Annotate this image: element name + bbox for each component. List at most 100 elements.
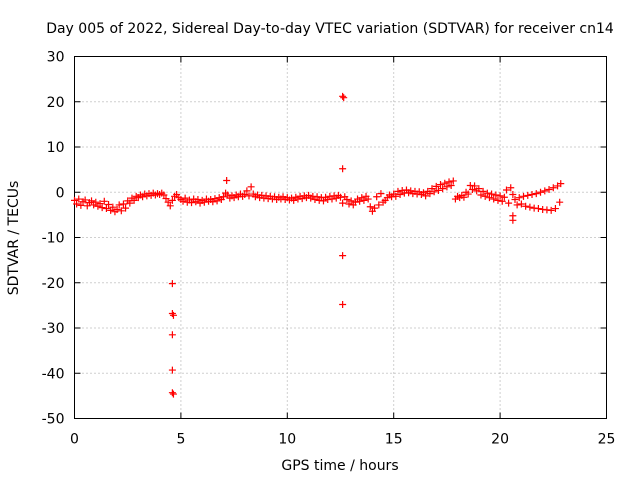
- data-point: [483, 189, 491, 197]
- data-point: [168, 196, 176, 204]
- data-point: [96, 200, 104, 208]
- data-point: [494, 196, 502, 204]
- data-point: [422, 192, 430, 200]
- data-point: [547, 206, 555, 214]
- y-tick-label: -30: [42, 321, 65, 337]
- data-point: [490, 195, 498, 203]
- data-point: [511, 195, 519, 203]
- data-point: [360, 196, 368, 204]
- y-tick-label: -50: [42, 412, 65, 428]
- data-point: [168, 331, 176, 339]
- data-point: [534, 205, 542, 213]
- x-tick-label: 20: [491, 432, 509, 448]
- y-tick-label: 10: [47, 140, 65, 156]
- data-point: [377, 190, 385, 198]
- data-point: [434, 186, 442, 194]
- x-tick-label: 25: [598, 432, 616, 448]
- data-point: [92, 198, 100, 206]
- data-point: [522, 202, 530, 210]
- x-tick-labels: 0 5 10 15 20 25: [70, 432, 615, 448]
- y-tick-label: 20: [47, 95, 65, 111]
- data-point: [339, 199, 347, 207]
- data-point: [340, 94, 348, 102]
- data-point: [373, 193, 381, 201]
- data-point: [126, 199, 134, 207]
- data-point: [347, 197, 355, 205]
- data-point: [509, 191, 517, 199]
- data-point: [245, 192, 253, 200]
- data-point: [319, 197, 327, 205]
- data-point: [194, 195, 202, 203]
- data-point: [119, 200, 127, 208]
- data-point: [464, 190, 472, 198]
- data-point: [496, 192, 504, 200]
- data-point: [537, 188, 545, 196]
- data-point: [168, 389, 176, 397]
- data-point: [169, 311, 177, 319]
- data-point: [515, 194, 523, 202]
- data-point: [485, 194, 493, 202]
- data-point: [520, 192, 528, 200]
- data-point: [343, 195, 351, 203]
- data-point: [443, 183, 451, 191]
- data-point: [168, 310, 176, 318]
- data-point: [75, 195, 83, 203]
- y-tick-labels: 30 20 10 0 -10 -20 -30 -40 -50: [42, 50, 65, 428]
- y-tick-label: -40: [42, 366, 65, 382]
- data-point: [105, 200, 113, 208]
- data-point: [449, 177, 457, 185]
- data-point: [392, 192, 400, 200]
- data-point: [243, 187, 251, 195]
- data-point: [375, 201, 383, 209]
- data-point: [241, 191, 249, 199]
- data-point: [492, 191, 500, 199]
- y-tick-label: 30: [47, 50, 65, 66]
- data-point: [430, 188, 438, 196]
- data-point: [471, 182, 479, 190]
- data-point: [166, 202, 174, 210]
- series-SDTVAR: [71, 176, 565, 216]
- data-point: [371, 204, 379, 212]
- data-point: [88, 197, 96, 205]
- data-point: [532, 190, 540, 198]
- data-point: [541, 187, 549, 195]
- data-point: [113, 205, 121, 213]
- y-tick-label: 0: [56, 185, 65, 201]
- data-point: [223, 176, 231, 184]
- x-tick-label: 10: [278, 432, 296, 448]
- data-point: [339, 300, 347, 308]
- data-point: [160, 191, 168, 199]
- data-point: [426, 190, 434, 198]
- data-point: [247, 183, 255, 191]
- data-point: [115, 201, 123, 209]
- data-point: [502, 186, 510, 194]
- data-point: [441, 179, 449, 187]
- data-point: [477, 191, 485, 199]
- axis-ticks: [74, 56, 607, 419]
- data-point: [313, 193, 321, 201]
- data-point: [73, 200, 81, 208]
- data-point: [437, 181, 445, 189]
- data-point: [556, 198, 564, 206]
- x-tick-label: 5: [176, 432, 185, 448]
- data-point: [528, 191, 536, 199]
- data-point: [513, 201, 521, 209]
- data-point: [445, 178, 453, 186]
- grid-lines: [74, 56, 607, 419]
- data-point: [162, 195, 170, 203]
- data-point: [447, 181, 455, 189]
- data-point: [181, 194, 189, 202]
- data-point: [168, 366, 176, 374]
- data-point: [81, 196, 89, 204]
- data-point: [468, 186, 476, 194]
- data-point: [109, 203, 117, 211]
- data-point: [509, 216, 517, 224]
- data-point: [71, 196, 78, 204]
- data-point: [479, 187, 487, 195]
- data-point: [524, 191, 532, 199]
- data-point: [117, 207, 125, 215]
- data-point: [432, 182, 440, 190]
- y-tick-label: -10: [42, 231, 65, 247]
- data-point: [557, 180, 565, 188]
